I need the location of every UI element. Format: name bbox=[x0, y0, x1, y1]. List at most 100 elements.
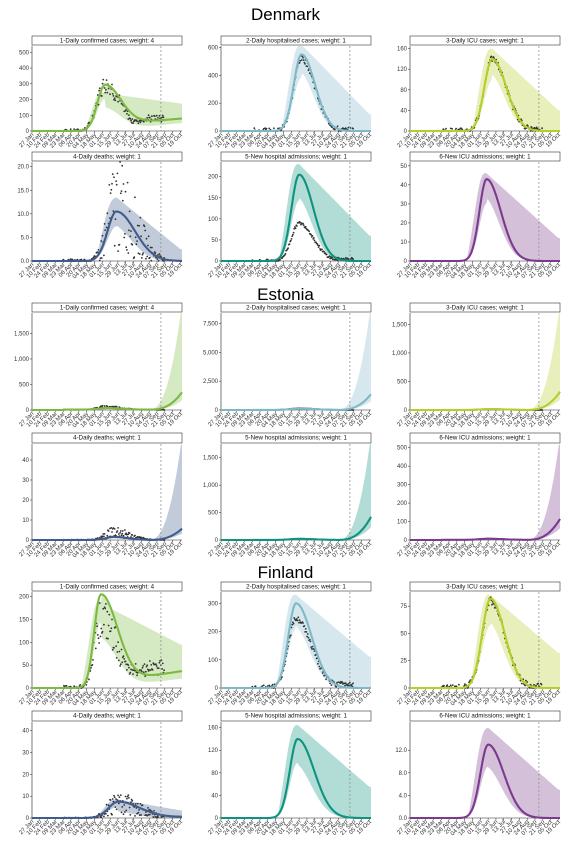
observed-point bbox=[125, 809, 128, 812]
observed-point bbox=[136, 802, 139, 805]
panel-1-5: 5-New hospital admissions; weight: 1 0 50 1… bbox=[207, 151, 373, 280]
observed-point bbox=[105, 79, 108, 81]
observed-point bbox=[158, 253, 161, 255]
y-tick-label: 400 bbox=[208, 73, 219, 79]
observed-point bbox=[147, 235, 150, 238]
observed-point bbox=[294, 227, 297, 230]
observed-point bbox=[323, 674, 325, 677]
panel-title: 6-New ICU admissions; weight: 1 bbox=[439, 713, 531, 720]
observed-point bbox=[115, 657, 118, 659]
observed-point bbox=[141, 666, 144, 669]
observed-point bbox=[115, 808, 118, 811]
observed-point bbox=[107, 624, 110, 627]
y-tick-label: 0 bbox=[215, 129, 219, 135]
observed-point bbox=[123, 236, 126, 239]
observed-point bbox=[145, 237, 148, 240]
y-tick-label: 50 bbox=[211, 238, 218, 244]
observed-point bbox=[152, 816, 155, 818]
observed-point bbox=[119, 663, 122, 666]
observed-point bbox=[317, 662, 319, 665]
observed-point bbox=[149, 116, 151, 119]
panel-title: 4-Daily deaths; weight: 1 bbox=[73, 435, 141, 442]
observed-point bbox=[119, 532, 121, 534]
median-line bbox=[410, 391, 561, 412]
observed-point bbox=[127, 797, 130, 799]
observed-point bbox=[117, 533, 120, 535]
observed-point bbox=[161, 116, 164, 119]
observed-point bbox=[138, 224, 141, 227]
y-tick-label: 120 bbox=[208, 748, 219, 754]
panel-2-3: 3-Daily ICU cases; weight: 1 0 500 1,000 1,5… bbox=[392, 302, 562, 429]
observed-point bbox=[119, 161, 121, 163]
observed-point bbox=[134, 669, 136, 672]
observed-point bbox=[540, 683, 543, 686]
y-tick-label: 1,000 bbox=[203, 483, 219, 489]
observed-point bbox=[331, 256, 333, 259]
panel-strip bbox=[220, 581, 372, 592]
panel-2-2: 2-Daily hospitalised cases; weight: 1 0 2,… bbox=[203, 302, 373, 429]
panel-strip bbox=[409, 151, 561, 162]
observed-point bbox=[103, 535, 105, 538]
observed-point bbox=[124, 795, 127, 798]
observed-point bbox=[142, 671, 145, 674]
panel-3-6: 6-New ICU admissions; weight: 1 0.0 4.0 8.0… bbox=[395, 710, 562, 837]
ci-ribbon bbox=[221, 444, 371, 540]
observed-point bbox=[114, 806, 117, 808]
observed-point bbox=[96, 625, 98, 628]
observed-point bbox=[121, 806, 124, 808]
observed-point bbox=[288, 243, 291, 246]
observed-point bbox=[157, 117, 159, 119]
observed-point bbox=[132, 122, 134, 125]
observed-point bbox=[318, 665, 321, 668]
median-line bbox=[32, 527, 183, 542]
ci-ribbon bbox=[410, 173, 560, 261]
y-tick-label: 50 bbox=[400, 631, 407, 637]
observed-point bbox=[121, 532, 124, 535]
observed-point bbox=[91, 664, 94, 666]
y-tick-label: 10 bbox=[22, 518, 29, 524]
observed-point bbox=[104, 91, 107, 94]
observed-point bbox=[162, 260, 165, 262]
observed-point bbox=[101, 234, 104, 237]
observed-point bbox=[96, 634, 99, 636]
observed-point bbox=[533, 126, 536, 129]
observed-point bbox=[104, 607, 107, 610]
observed-point bbox=[155, 114, 158, 117]
panel-3-5: 5-New hospital admissions; weight: 1 0 40 8… bbox=[207, 710, 373, 837]
observed-point bbox=[157, 254, 159, 256]
observed-point bbox=[117, 802, 120, 805]
observed-point bbox=[155, 663, 157, 666]
observed-point bbox=[96, 94, 99, 96]
y-tick-label: 1,000 bbox=[14, 357, 30, 363]
y-tick-label: 50 bbox=[22, 663, 29, 669]
y-tick-label: 100 bbox=[19, 640, 30, 646]
panel-3-1: 1-Daily confirmed cases; weight: 4 0 50 100… bbox=[18, 581, 184, 707]
observed-point bbox=[112, 95, 115, 97]
observed-point bbox=[134, 196, 136, 199]
observed-point bbox=[307, 69, 310, 72]
y-tick-label: 0 bbox=[215, 408, 219, 414]
observed-point bbox=[118, 796, 121, 798]
observed-point bbox=[92, 659, 94, 661]
observed-point bbox=[300, 223, 302, 226]
observed-point bbox=[325, 253, 328, 256]
panel-title: 6-New ICU admissions; weight: 1 bbox=[439, 435, 531, 442]
observed-point bbox=[150, 664, 153, 666]
y-tick-label: 40 bbox=[22, 458, 29, 464]
observed-point bbox=[117, 641, 119, 644]
y-tick-label: 1,500 bbox=[392, 322, 408, 328]
observed-point bbox=[128, 673, 131, 675]
observed-point bbox=[90, 666, 92, 669]
observed-point bbox=[347, 683, 350, 685]
observed-point bbox=[131, 669, 134, 671]
observed-point bbox=[105, 603, 107, 605]
panel-strip bbox=[220, 302, 372, 313]
observed-point bbox=[302, 56, 304, 59]
panel-2-5: 5-New hospital admissions; weight: 1 0 500… bbox=[203, 432, 373, 559]
observed-point bbox=[449, 127, 452, 130]
observed-point bbox=[296, 225, 298, 227]
observed-point bbox=[142, 120, 145, 123]
observed-point bbox=[108, 613, 111, 616]
observed-point bbox=[329, 682, 331, 685]
y-tick-label: 200 bbox=[208, 630, 219, 636]
